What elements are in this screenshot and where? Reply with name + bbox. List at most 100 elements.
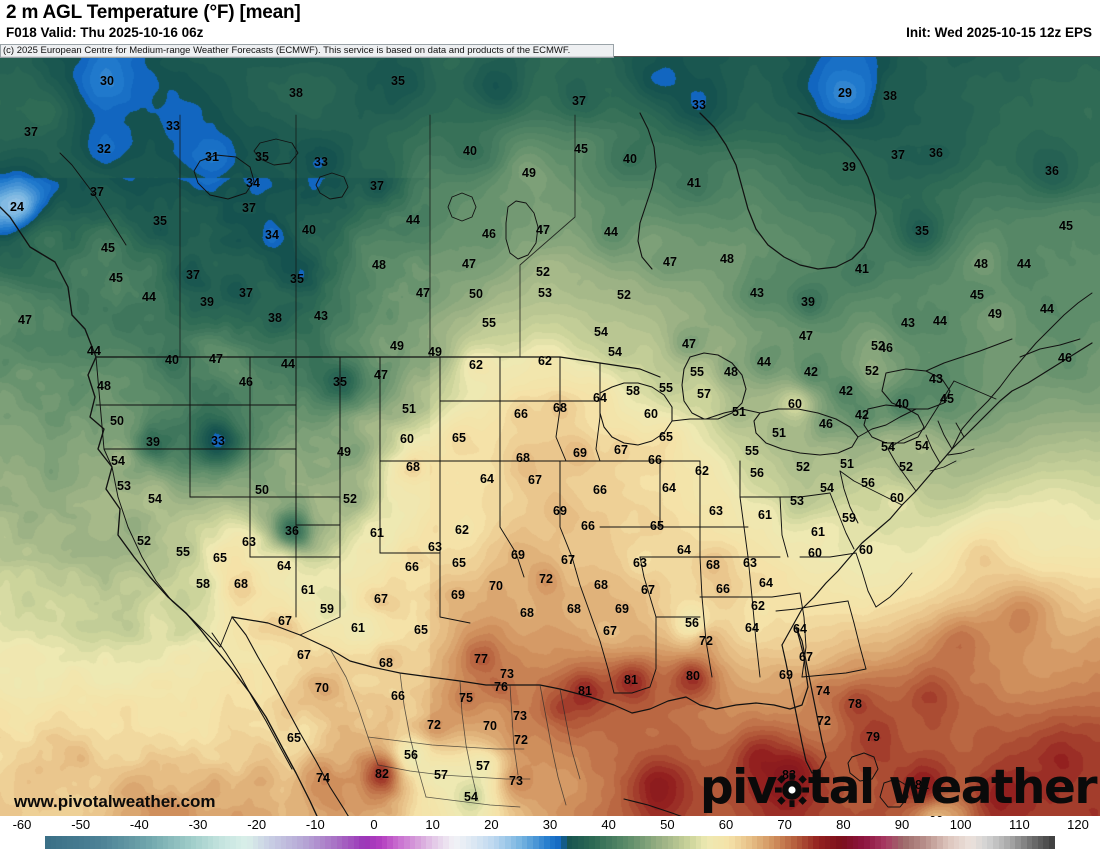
temperature-label: 44 [1017,257,1031,271]
temperature-label: 59 [320,602,334,616]
temperature-label: 47 [374,368,388,382]
valid-time-label: F018 Valid: Thu 2025-10-16 06z [6,25,204,40]
temperature-label: 62 [469,358,483,372]
temperature-label: 66 [648,453,662,467]
temperature-label: 52 [343,492,357,506]
temperature-label: 44 [142,290,156,304]
temperature-label: 47 [799,329,813,343]
temperature-label: 62 [455,523,469,537]
temperature-label: 39 [146,435,160,449]
temperature-label: 45 [101,241,115,255]
colorbar-tick: 80 [836,817,851,832]
temperature-label: 37 [370,179,384,193]
colorbar-tick: 100 [949,817,972,832]
temperature-label: 43 [901,316,915,330]
temperature-label: 73 [513,709,527,723]
colorbar-tick: 40 [601,817,616,832]
temperature-label: 54 [111,454,125,468]
colorbar-tick: 30 [542,817,558,832]
temperature-label: 56 [861,476,875,490]
temperature-label: 44 [87,344,101,358]
temperature-label: 68 [516,451,530,465]
temperature-label: 48 [720,252,734,266]
temperature-label: 40 [302,223,316,237]
temperature-map[interactable]: 30 38 35 37 33 29 38 33 37 32 31 35 33 40 45 40 39 36 37 36… [0,56,1100,817]
temperature-label: 76 [494,680,508,694]
temperature-label: 64 [759,576,773,590]
temperature-label: 64 [677,543,691,557]
temperature-label: 65 [414,623,428,637]
temperature-label: 72 [427,718,441,732]
temperature-label: 34 [265,228,279,242]
temperature-label: 62 [538,354,552,368]
temperature-label: 45 [109,271,123,285]
colorbar-tick: 110 [1008,817,1030,832]
colorbar-tick: -20 [247,817,267,832]
temperature-label: 56 [404,748,418,762]
colorbar-tick-labels: -60 -50 -40 -30 -20 -10 0 10 20 30 40 50 60 70 80 90 100… [0,816,1100,835]
temperature-label: 58 [626,384,640,398]
colorbar-tick: 50 [660,817,675,832]
temperature-label: 49 [988,307,1002,321]
temperature-label: 66 [593,483,607,497]
colorbar-tick: -10 [305,817,325,832]
temperature-label: 68 [234,577,248,591]
logo-text-after: tal weather [807,760,1098,815]
temperature-label: 65 [659,430,673,444]
temperature-label: 46 [482,227,496,241]
temperature-label: 64 [745,621,759,635]
temperature-label: 64 [662,481,676,495]
colorbar-tick: 90 [894,817,910,832]
temperature-label: 57 [697,387,711,401]
temperature-label: 31 [205,150,219,164]
temperature-label: 33 [211,434,225,448]
temperature-label: 57 [434,768,448,782]
temperature-label: 54 [464,790,478,804]
temperature-label: 49 [522,166,536,180]
temperature-label: 30 [100,74,114,88]
temperature-label: 62 [751,599,765,613]
temperature-label: 61 [811,525,825,539]
temperature-label: 42 [855,408,869,422]
colorbar-tick: -60 [12,817,32,832]
temperature-label: 54 [820,481,834,495]
temperature-label: 56 [685,616,699,630]
temperature-label: 52 [871,339,885,353]
temperature-label: 33 [692,98,706,112]
temperature-label: 46 [1058,351,1072,365]
temperature-label: 37 [239,286,253,300]
temperature-label: 79 [866,730,880,744]
temperature-label: 69 [553,504,567,518]
temperature-label: 35 [255,150,269,164]
temperature-label: 52 [536,265,550,279]
colorbar-tick: 60 [718,817,734,832]
temperature-label: 24 [10,200,24,214]
temperature-label: 35 [391,74,405,88]
temperature-label: 68 [379,656,393,670]
temperature-label: 48 [97,379,111,393]
page-title: 2 m AGL Temperature (°F) [mean] [6,2,301,23]
temperature-label: 69 [451,588,465,602]
temperature-label: 47 [663,255,677,269]
temperature-label: 36 [929,146,943,160]
temperature-label: 55 [745,444,759,458]
temperature-label: 39 [801,295,815,309]
temperature-label: 47 [536,223,550,237]
temperature-label: 49 [390,339,404,353]
temperature-label: 45 [970,288,984,302]
temperature-field-canvas [0,57,1100,817]
temperature-label: 35 [153,214,167,228]
temperature-label: 65 [452,556,466,570]
website-url[interactable]: www.pivotalweather.com [14,792,216,811]
temperature-label: 65 [287,731,301,745]
temperature-label: 47 [416,286,430,300]
pivotal-weather-logo[interactable]: piv tal weather [700,764,1098,811]
temperature-label: 43 [314,309,328,323]
temperature-label: 67 [641,583,655,597]
temperature-label: 37 [572,94,586,108]
temperature-label: 68 [594,578,608,592]
temperature-label: 64 [480,472,494,486]
temperature-label: 74 [816,684,830,698]
temperature-label: 40 [463,144,477,158]
temperature-label: 48 [974,257,988,271]
